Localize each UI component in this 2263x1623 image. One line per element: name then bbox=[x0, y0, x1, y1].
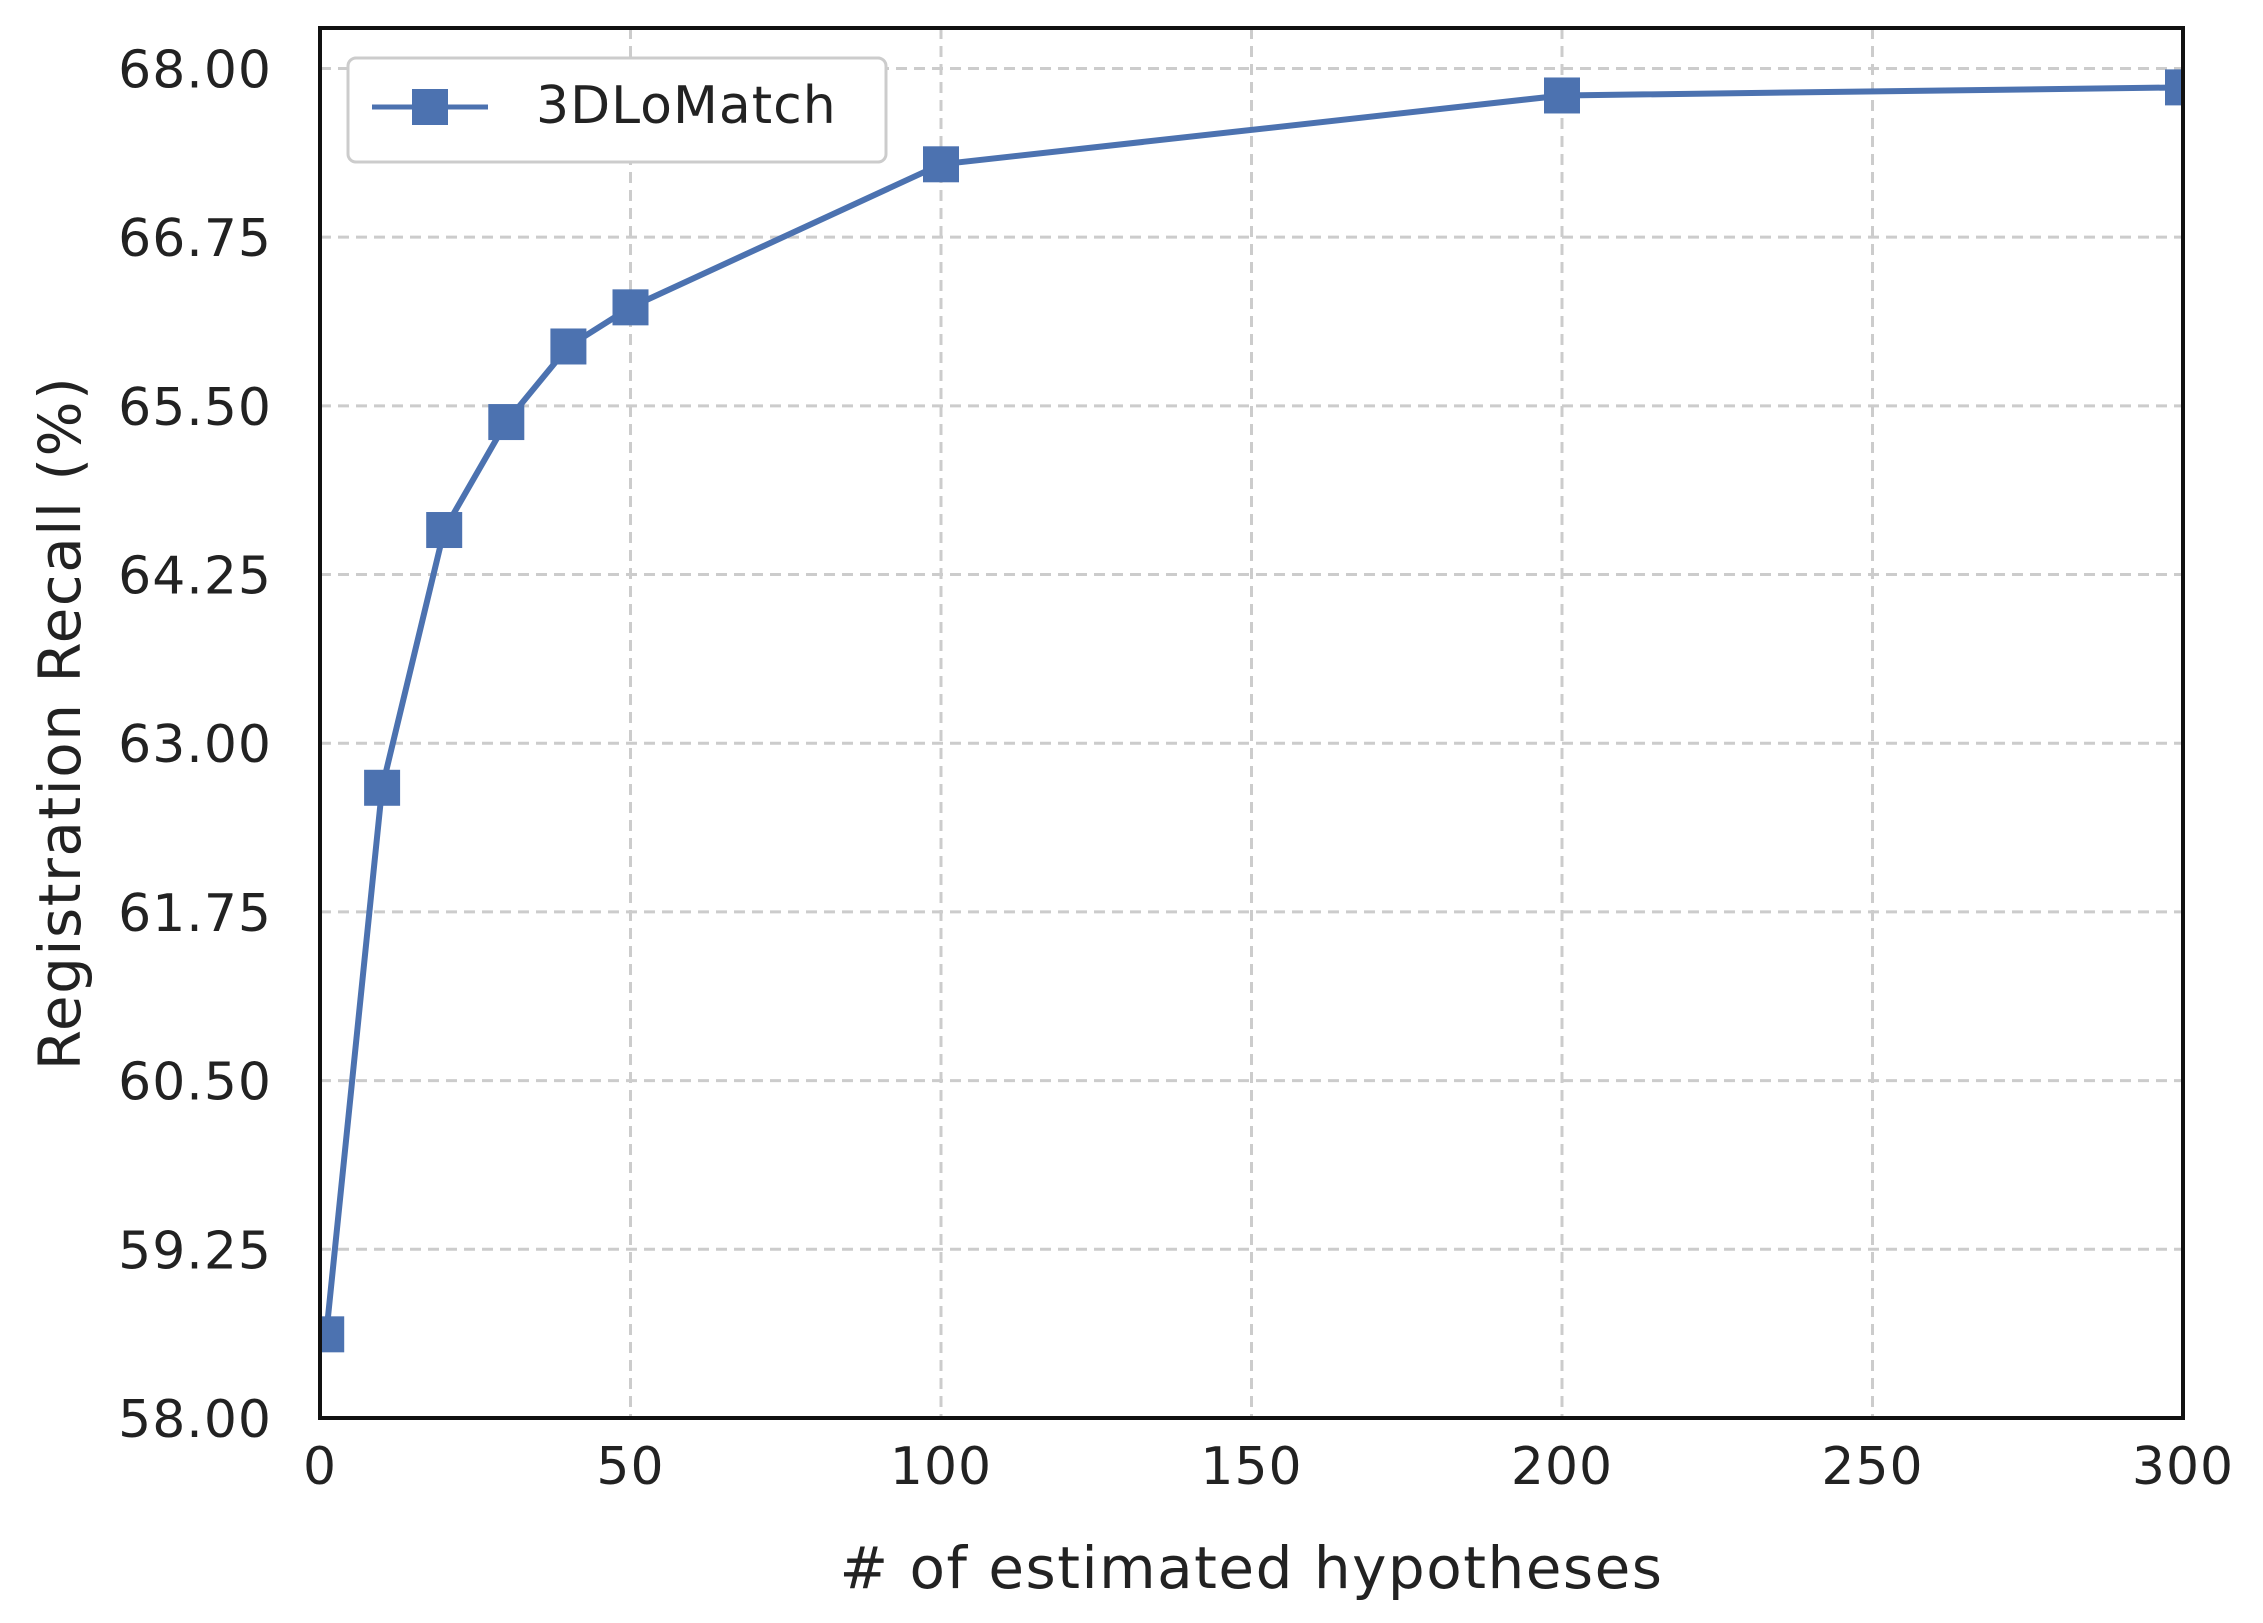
x-tick-label: 200 bbox=[1511, 1437, 1613, 1497]
x-tick-label: 300 bbox=[2132, 1437, 2234, 1497]
data-point-marker bbox=[488, 404, 525, 441]
x-tick-label: 100 bbox=[890, 1437, 992, 1497]
legend-marker-swatch bbox=[412, 89, 448, 125]
legend-label: 3DLoMatch bbox=[536, 76, 837, 136]
data-point-marker bbox=[2165, 69, 2183, 106]
data-point-marker bbox=[426, 512, 463, 549]
y-tick-label: 60.50 bbox=[118, 1053, 272, 1113]
y-tick-label: 65.50 bbox=[118, 378, 272, 438]
data-point-marker bbox=[923, 146, 959, 183]
y-tick-label: 68.00 bbox=[118, 40, 272, 100]
legend: 3DLoMatch bbox=[346, 56, 888, 164]
series-layer bbox=[320, 69, 2183, 1353]
y-axis-title: Registration Recall (%) bbox=[26, 376, 94, 1071]
x-tick-label: 50 bbox=[596, 1437, 664, 1497]
data-point-marker bbox=[550, 328, 587, 365]
y-tick-label: 64.25 bbox=[118, 547, 272, 607]
legend-box bbox=[346, 56, 888, 164]
y-tick-label: 63.00 bbox=[118, 715, 272, 775]
y-tick-label: 66.75 bbox=[118, 209, 272, 269]
x-axis-title: # of estimated hypotheses bbox=[839, 1534, 1663, 1602]
data-point-marker bbox=[612, 289, 649, 326]
series-line bbox=[323, 84, 2183, 1335]
x-axis-ticks: 0 50 100 150 200 250 300 bbox=[303, 1437, 2234, 1497]
y-tick-label: 59.25 bbox=[118, 1221, 272, 1281]
plot-frame bbox=[318, 26, 2185, 1420]
grid-lines bbox=[320, 28, 2183, 1418]
y-tick-label: 61.75 bbox=[118, 884, 272, 944]
data-point-marker bbox=[320, 1316, 345, 1353]
x-tick-label: 150 bbox=[1200, 1437, 1302, 1497]
y-tick-label: 58.00 bbox=[118, 1390, 272, 1450]
x-tick-label: 250 bbox=[1821, 1437, 1923, 1497]
x-tick-label: 0 bbox=[303, 1437, 337, 1497]
y-axis-ticks: 58.00 59.25 60.50 61.75 63.00 64.25 65.50 66.75… bbox=[118, 40, 272, 1450]
data-point-marker bbox=[1544, 77, 1580, 114]
series-3dlomatch bbox=[320, 69, 2183, 1353]
data-point-marker bbox=[364, 769, 401, 806]
